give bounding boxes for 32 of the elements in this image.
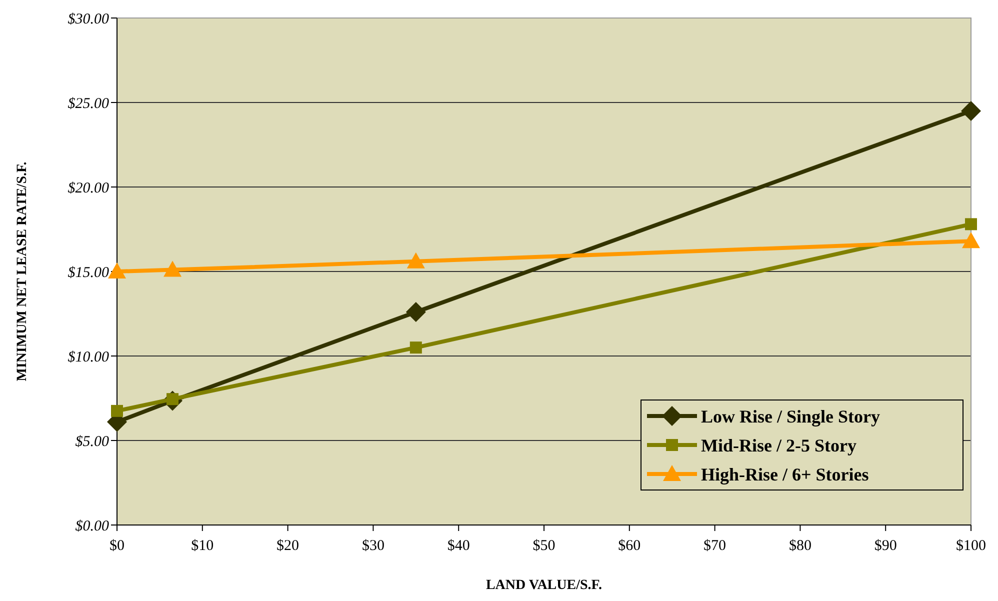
y-axis-title: MINIMUM NET LEASE RATE/S.F. (15, 162, 30, 382)
x-tick-label: $80 (788, 538, 812, 554)
point (111, 404, 123, 417)
x-tick-label: $40 (447, 538, 470, 554)
x-tick-label: $0 (110, 538, 124, 554)
x-tick-label: $70 (704, 538, 726, 554)
point (961, 100, 981, 121)
point (406, 302, 426, 322)
point (164, 260, 182, 277)
x-axis-title: LAND VALUE/S.F. (486, 578, 602, 593)
legend-label: Low Rise / Single Story (701, 406, 880, 426)
x-tick-label: $10 (191, 538, 214, 554)
x-tick-label: $60 (618, 538, 641, 554)
legend-label: Mid-Rise / 2-5 Story (701, 435, 856, 456)
legend-label: High-Rise / 6+ Stories (701, 464, 869, 484)
y-tick-label: $20.00 (68, 180, 110, 196)
y-tick-label: $10.00 (68, 349, 110, 366)
y-tick-label: $25.00 (68, 96, 110, 112)
x-tick-label: $20 (276, 538, 300, 554)
point (410, 342, 422, 354)
y-tick-label: $5.00 (75, 434, 110, 450)
y-tick-label: $0.00 (75, 518, 110, 534)
point (406, 252, 425, 268)
y-tick-label: $15.00 (68, 264, 110, 281)
point (108, 262, 126, 278)
point (965, 218, 977, 230)
x-tick-label: $30 (362, 538, 384, 554)
x-tick-label: $100 (956, 538, 986, 554)
y-tick-label: $30.00 (68, 11, 110, 28)
point (962, 232, 980, 248)
x-tick-label: $90 (874, 538, 897, 554)
x-tick-label: $50 (532, 538, 556, 554)
